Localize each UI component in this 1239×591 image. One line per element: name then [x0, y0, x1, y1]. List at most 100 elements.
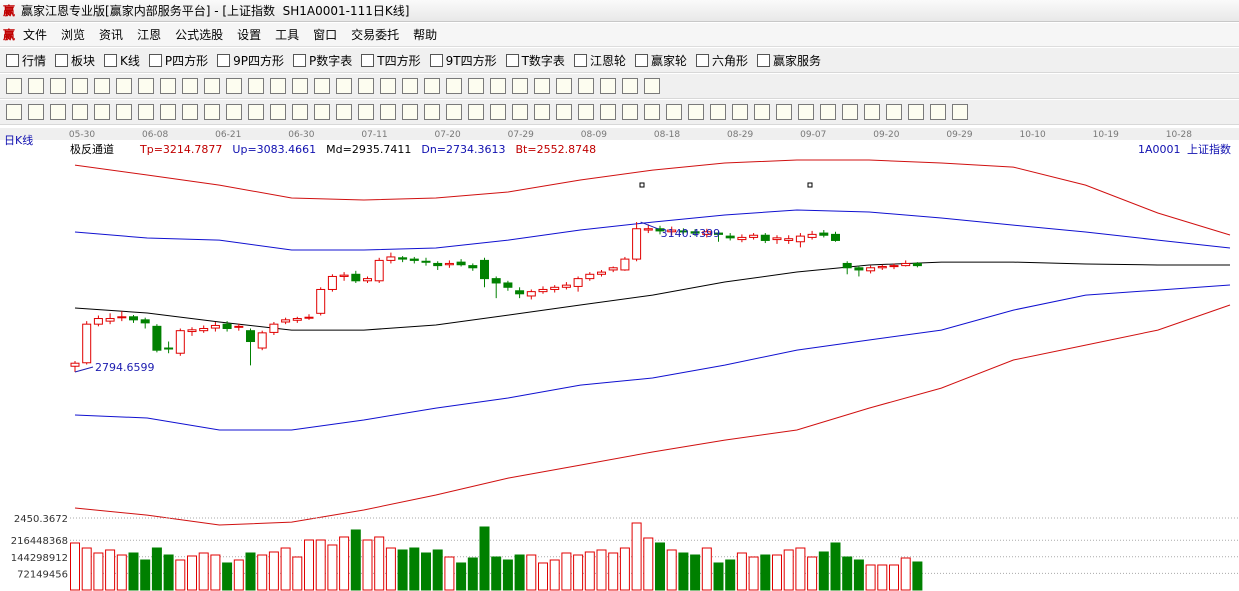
toolbar-icon-button[interactable] [204, 78, 220, 94]
toolbar-icon-button[interactable] [292, 104, 308, 120]
volume-tick-label: 144298912 [11, 553, 68, 564]
toolbar-icon-button[interactable] [270, 78, 286, 94]
toolbar-icon-button[interactable] [402, 78, 418, 94]
menu-item[interactable]: 工具 [275, 28, 300, 42]
toolbar-icon-button[interactable] [72, 78, 88, 94]
toolbar-icon-button[interactable] [732, 104, 748, 120]
toolbar-icon-button[interactable] [116, 104, 132, 120]
toolbar-button[interactable]: T数字表 [505, 52, 565, 69]
toolbar-icon-button[interactable] [622, 104, 638, 120]
toolbar-icon-button[interactable] [644, 78, 660, 94]
toolbar-icon-button[interactable] [578, 78, 594, 94]
toolbar-button[interactable]: P数字表 [293, 52, 352, 69]
menu-item[interactable]: 资讯 [99, 28, 124, 42]
menu-item[interactable]: 帮助 [413, 28, 438, 42]
toolbar-button[interactable]: 9P四方形 [217, 52, 284, 69]
toolbar-icon-button[interactable] [512, 104, 528, 120]
toolbar-button[interactable]: 六角形 [695, 52, 748, 69]
date-axis-label: 07-29 [508, 130, 534, 140]
menu-item[interactable]: 交易委托 [351, 28, 400, 42]
toolbar-icon-button[interactable] [380, 78, 396, 94]
toolbar-icon-button[interactable] [28, 104, 44, 120]
toolbar-icon-button[interactable] [28, 78, 44, 94]
toolbar-icon-button[interactable] [600, 78, 616, 94]
toolbar-icon-button[interactable] [952, 104, 968, 120]
toolbar-icon-button[interactable] [358, 104, 374, 120]
toolbar-icon-button[interactable] [776, 104, 792, 120]
toolbar-icon-button[interactable] [930, 104, 946, 120]
toolbar-icon-button[interactable] [248, 104, 264, 120]
toolbar-icon-button[interactable] [688, 104, 704, 120]
toolbar-icon-button[interactable] [50, 104, 66, 120]
toolbar-icon-button[interactable] [314, 104, 330, 120]
toolbar-icon-button[interactable] [6, 78, 22, 94]
toolbar-icon-button[interactable] [314, 78, 330, 94]
menu-item[interactable]: 文件 [23, 28, 48, 42]
toolbar-icon-button[interactable] [270, 104, 286, 120]
menu-item[interactable]: 浏览 [61, 28, 86, 42]
toolbar-icon-button[interactable] [644, 104, 660, 120]
toolbar-icon-button[interactable] [72, 104, 88, 120]
toolbar-icon-button[interactable] [534, 104, 550, 120]
toolbar-icon-button[interactable] [666, 104, 682, 120]
toolbar-icon-button[interactable] [380, 104, 396, 120]
menu-item[interactable]: 窗口 [313, 28, 338, 42]
toolbar-icon-button[interactable] [226, 104, 242, 120]
toolbar-icon-button[interactable] [600, 104, 616, 120]
toolbar-icon-button[interactable] [138, 78, 154, 94]
toolbar-icon-button[interactable] [908, 104, 924, 120]
toolbar-button[interactable]: 江恩轮 [573, 52, 626, 69]
toolbar-icon-button[interactable] [864, 104, 880, 120]
toolbar-icon-button[interactable] [50, 78, 66, 94]
toolbar-icon-button[interactable] [556, 104, 572, 120]
toolbar-icon-button[interactable] [94, 104, 110, 120]
toolbar-icon-button[interactable] [886, 104, 902, 120]
toolbar-icon-button[interactable] [842, 104, 858, 120]
toolbar-icon-button[interactable] [798, 104, 814, 120]
toolbar-icon-button[interactable] [160, 104, 176, 120]
toolbar-icon-button[interactable] [468, 78, 484, 94]
toolbar-icon-button[interactable] [424, 78, 440, 94]
toolbar-button[interactable]: K线 [104, 52, 140, 69]
toolbar-icon-button[interactable] [160, 78, 176, 94]
toolbar-icon-button[interactable] [336, 78, 352, 94]
toolbar-icon-button[interactable] [226, 78, 242, 94]
toolbar-button[interactable]: 9T四方形 [429, 52, 497, 69]
toolbar-icon-button[interactable] [248, 78, 264, 94]
toolbar-button[interactable]: 板块 [55, 52, 95, 69]
toolbar-button[interactable]: P四方形 [148, 52, 208, 69]
toolbar-icon-button[interactable] [490, 104, 506, 120]
toolbar-icon-button[interactable] [578, 104, 594, 120]
toolbar-icon-button[interactable] [556, 78, 572, 94]
toolbar-button[interactable]: T四方形 [361, 52, 421, 69]
toolbar-icon-button[interactable] [402, 104, 418, 120]
toolbar-icon-button[interactable] [512, 78, 528, 94]
toolbar-button[interactable]: 赢家轮 [634, 52, 687, 69]
toolbar-icon-button[interactable] [336, 104, 352, 120]
toolbar-icon-button[interactable] [204, 104, 220, 120]
toolbar-icon-button[interactable] [446, 104, 462, 120]
toolbar-icon-button[interactable] [138, 104, 154, 120]
toolbar-icon-button[interactable] [820, 104, 836, 120]
menu-item[interactable]: 江恩 [137, 28, 162, 42]
toolbar-button[interactable]: 行情 [6, 52, 46, 69]
toolbar-icon-button[interactable] [358, 78, 374, 94]
menu-item[interactable]: 公式选股 [175, 28, 224, 42]
toolbar-icon-button[interactable] [534, 78, 550, 94]
toolbar-icon-button[interactable] [182, 104, 198, 120]
toolbar-icon-button[interactable] [6, 104, 22, 120]
toolbar-icon-button[interactable] [468, 104, 484, 120]
toolbar-icon-button[interactable] [622, 78, 638, 94]
toolbar-icon-button[interactable] [116, 78, 132, 94]
toolbar-button[interactable]: 赢家服务 [756, 52, 821, 69]
toolbar-icon-button[interactable] [182, 78, 198, 94]
toolbar-icon-button[interactable] [292, 78, 308, 94]
toolbar-icon-button[interactable] [446, 78, 462, 94]
toolbar-icon-button[interactable] [754, 104, 770, 120]
high-label: 3140.4399 [661, 227, 721, 240]
toolbar-icon-button[interactable] [94, 78, 110, 94]
menu-item[interactable]: 设置 [237, 28, 262, 42]
toolbar-icon-button[interactable] [710, 104, 726, 120]
toolbar-icon-button[interactable] [424, 104, 440, 120]
toolbar-icon-button[interactable] [490, 78, 506, 94]
